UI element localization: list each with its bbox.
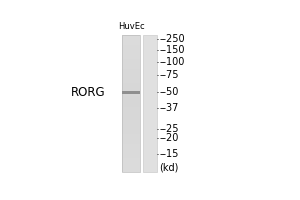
Bar: [122, 148, 140, 151]
Text: --20: --20: [160, 133, 179, 143]
Bar: [122, 35, 140, 38]
Bar: [122, 158, 140, 162]
Bar: [122, 144, 140, 148]
Bar: [122, 91, 140, 94]
Bar: [122, 93, 140, 96]
Text: --37: --37: [160, 103, 179, 113]
Text: --100: --100: [160, 57, 185, 67]
Bar: [122, 79, 140, 83]
Bar: [122, 72, 140, 76]
Bar: [122, 114, 140, 117]
Bar: [122, 120, 140, 124]
Text: RORG: RORG: [71, 86, 106, 99]
Bar: [122, 96, 140, 100]
Bar: [122, 48, 140, 52]
Bar: [122, 86, 140, 90]
Bar: [122, 69, 140, 72]
Bar: [122, 168, 140, 172]
Text: HuvEc: HuvEc: [118, 22, 145, 31]
Bar: [122, 83, 140, 86]
Text: --250: --250: [160, 34, 185, 44]
Text: --50: --50: [160, 87, 179, 97]
Bar: [122, 100, 140, 103]
Text: --25: --25: [160, 124, 179, 134]
Bar: [122, 134, 140, 138]
Text: --15: --15: [160, 149, 179, 159]
Bar: [122, 117, 140, 120]
Bar: [122, 155, 140, 158]
Bar: [122, 151, 140, 155]
Bar: [122, 131, 140, 134]
Text: --150: --150: [160, 45, 185, 55]
Bar: [122, 110, 140, 114]
Bar: [122, 107, 140, 110]
Bar: [122, 103, 140, 107]
Bar: [122, 141, 140, 144]
Bar: [122, 124, 140, 127]
Bar: [122, 52, 140, 55]
Bar: [122, 138, 140, 141]
Bar: [122, 90, 140, 93]
Bar: [122, 76, 140, 79]
Text: --75: --75: [160, 70, 179, 80]
Bar: [122, 35, 140, 172]
Bar: [122, 66, 140, 69]
Bar: [122, 127, 140, 131]
Bar: [122, 62, 140, 66]
Bar: [122, 45, 140, 48]
Bar: [143, 35, 157, 172]
Bar: [122, 59, 140, 62]
Bar: [122, 165, 140, 168]
Bar: [122, 38, 140, 42]
Bar: [122, 162, 140, 165]
Text: (kd): (kd): [160, 163, 179, 173]
Bar: [122, 42, 140, 45]
Bar: [122, 55, 140, 59]
